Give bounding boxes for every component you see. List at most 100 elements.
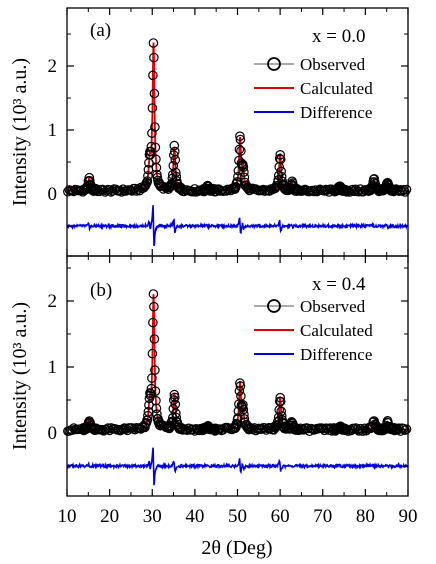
observed-point — [147, 373, 157, 383]
observed-point — [103, 423, 113, 433]
panel-a-composition: x = 0.0 — [312, 26, 365, 47]
observed-point — [353, 186, 364, 197]
observed-point — [353, 426, 364, 436]
difference-curve — [66, 447, 409, 486]
panel-a-legend: Observed Calculated Difference — [254, 55, 373, 122]
observed-point — [394, 186, 404, 196]
observed-point — [170, 392, 180, 403]
observed-point — [273, 416, 283, 426]
observed-point — [344, 187, 355, 197]
observed-point — [341, 425, 352, 435]
x-tick-label: 60 — [271, 506, 290, 527]
legend-observed-label: Observed — [300, 297, 366, 316]
legend-difference-label: Difference — [300, 345, 372, 364]
observed-point — [347, 184, 358, 195]
observed-points-group — [63, 38, 412, 197]
observed-point — [275, 392, 285, 403]
observed-point — [127, 186, 137, 196]
y-tick-label: 0 — [48, 423, 58, 444]
observed-point — [171, 412, 182, 423]
y-tick-label: 2 — [48, 291, 58, 312]
observed-point — [149, 334, 160, 344]
legend-observed-marker — [267, 57, 281, 71]
observed-point — [140, 422, 150, 433]
observed-point — [150, 122, 160, 132]
observed-point — [275, 150, 285, 160]
observed-point — [148, 289, 159, 299]
observed-point — [169, 150, 179, 160]
observed-point — [142, 176, 153, 186]
difference-curve-group — [66, 205, 409, 247]
observed-point — [168, 160, 179, 171]
observed-point — [275, 154, 286, 165]
observed-point — [234, 144, 245, 155]
panel-b-composition: x = 0.4 — [312, 274, 366, 295]
observed-point — [312, 186, 322, 197]
x-tick-label: 20 — [100, 506, 119, 527]
observed-point — [116, 424, 127, 435]
x-tick-label: 80 — [356, 506, 375, 527]
observed-point — [119, 423, 130, 433]
observed-point — [307, 424, 318, 434]
observed-point — [148, 38, 159, 48]
observed-point — [177, 424, 188, 435]
observed-points-group — [63, 289, 412, 436]
observed-point — [400, 187, 410, 197]
x-tick-label: 40 — [185, 506, 204, 527]
legend-difference-label: Difference — [300, 103, 372, 122]
panel-a-ticks: 0 1 2 — [48, 8, 409, 256]
legend-observed-label: Observed — [300, 55, 366, 74]
observed-point — [85, 176, 95, 186]
observed-point — [147, 348, 158, 359]
x-tick-label: 90 — [399, 506, 418, 527]
observed-point — [276, 166, 286, 177]
observed-point — [97, 424, 107, 435]
observed-point — [149, 88, 160, 99]
legend-calculated-label: Calculated — [300, 79, 373, 98]
observed-point — [122, 425, 133, 436]
panel-a: 0 1 2 (a) x = 0.0 Observed Calculated Diff… — [48, 7, 412, 257]
observed-point — [149, 52, 159, 63]
observed-point — [148, 70, 158, 81]
observed-point — [150, 365, 160, 375]
y-axis-title-b: Intensity (10³ a.u.) — [9, 302, 31, 450]
observed-point — [300, 184, 310, 195]
x-tick-labels: 10 20 30 40 50 60 70 80 90 — [58, 506, 418, 527]
x-tick-label: 10 — [58, 506, 77, 527]
observed-point — [151, 395, 161, 406]
observed-point — [232, 177, 243, 187]
observed-point — [309, 186, 319, 197]
y-tick-label: 0 — [48, 184, 58, 205]
observed-point — [143, 406, 154, 417]
observed-point — [118, 424, 128, 434]
x-tick-label: 70 — [313, 506, 332, 527]
observed-point — [238, 404, 249, 415]
observed-point — [147, 103, 158, 113]
observed-point — [170, 399, 181, 410]
x-axis-title: 2θ (Deg) — [201, 537, 272, 559]
observed-point — [236, 391, 246, 401]
observed-point — [170, 155, 181, 165]
observed-point — [238, 162, 249, 172]
observed-point — [235, 134, 246, 145]
observed-point — [239, 167, 249, 177]
difference-curve — [66, 205, 409, 247]
observed-point — [235, 131, 245, 141]
y-tick-label: 1 — [48, 357, 58, 378]
y-tick-label: 2 — [48, 56, 58, 77]
panel-b-ticks: 0 1 2 — [48, 256, 409, 496]
observed-point — [303, 423, 313, 434]
observed-point — [146, 141, 157, 152]
panel-a-tag: (a) — [90, 20, 111, 41]
observed-point — [275, 396, 286, 407]
observed-point — [182, 425, 192, 435]
panel-b-legend: Observed Calculated Difference — [254, 297, 373, 364]
observed-point — [261, 425, 272, 435]
x-tick-label: 50 — [228, 506, 247, 527]
observed-point — [84, 172, 95, 183]
observed-point — [147, 128, 157, 138]
legend-observed-marker — [267, 299, 281, 313]
observed-point — [349, 424, 360, 434]
observed-point — [210, 186, 221, 197]
